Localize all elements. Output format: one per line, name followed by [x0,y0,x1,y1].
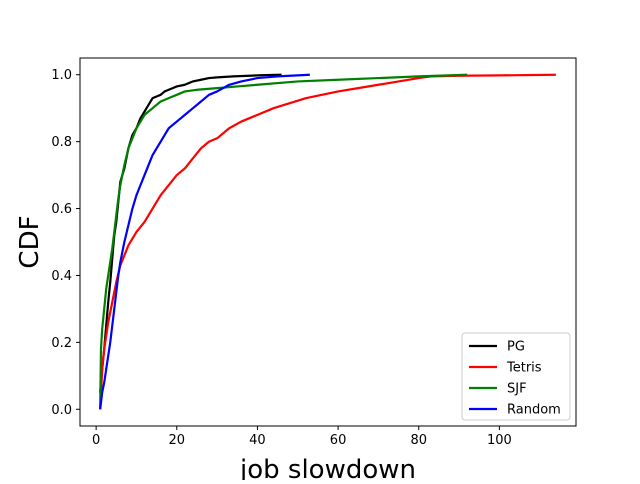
x-tick-label: 40 [249,433,266,448]
legend-label-sjf: SJF [507,382,527,397]
y-tick-label: 0.2 [51,336,72,351]
series-line-random [99,73,310,410]
legend-box [461,332,571,421]
plot-frame [79,57,577,427]
series-line-pg [99,73,282,393]
legend-label-tetris: Tetris [506,361,542,376]
x-axis-title: job slowdown [239,455,416,480]
x-tick-label: 20 [169,433,186,448]
y-tick-label: 1.0 [51,68,72,83]
x-tick-label: 100 [487,433,512,448]
y-tick-label: 0.8 [51,135,72,150]
legend-label-pg: PG [507,340,525,355]
x-tick-label: 60 [330,433,347,448]
plot-area: 0 20 40 60 80 100 0.0 0.2 0.4 0.6 0.8 1.0 PG Tetris SJ… [51,57,577,448]
legend-label-random: Random [507,403,561,418]
x-tick-label: 0 [92,433,100,448]
y-tick-label: 0.6 [51,202,72,217]
x-tick-label: 80 [410,433,427,448]
series-line-sjf [99,73,468,410]
y-tick-label: 0.4 [51,269,72,284]
y-tick-label: 0.0 [51,403,72,418]
y-axis-title: CDF [15,215,45,268]
